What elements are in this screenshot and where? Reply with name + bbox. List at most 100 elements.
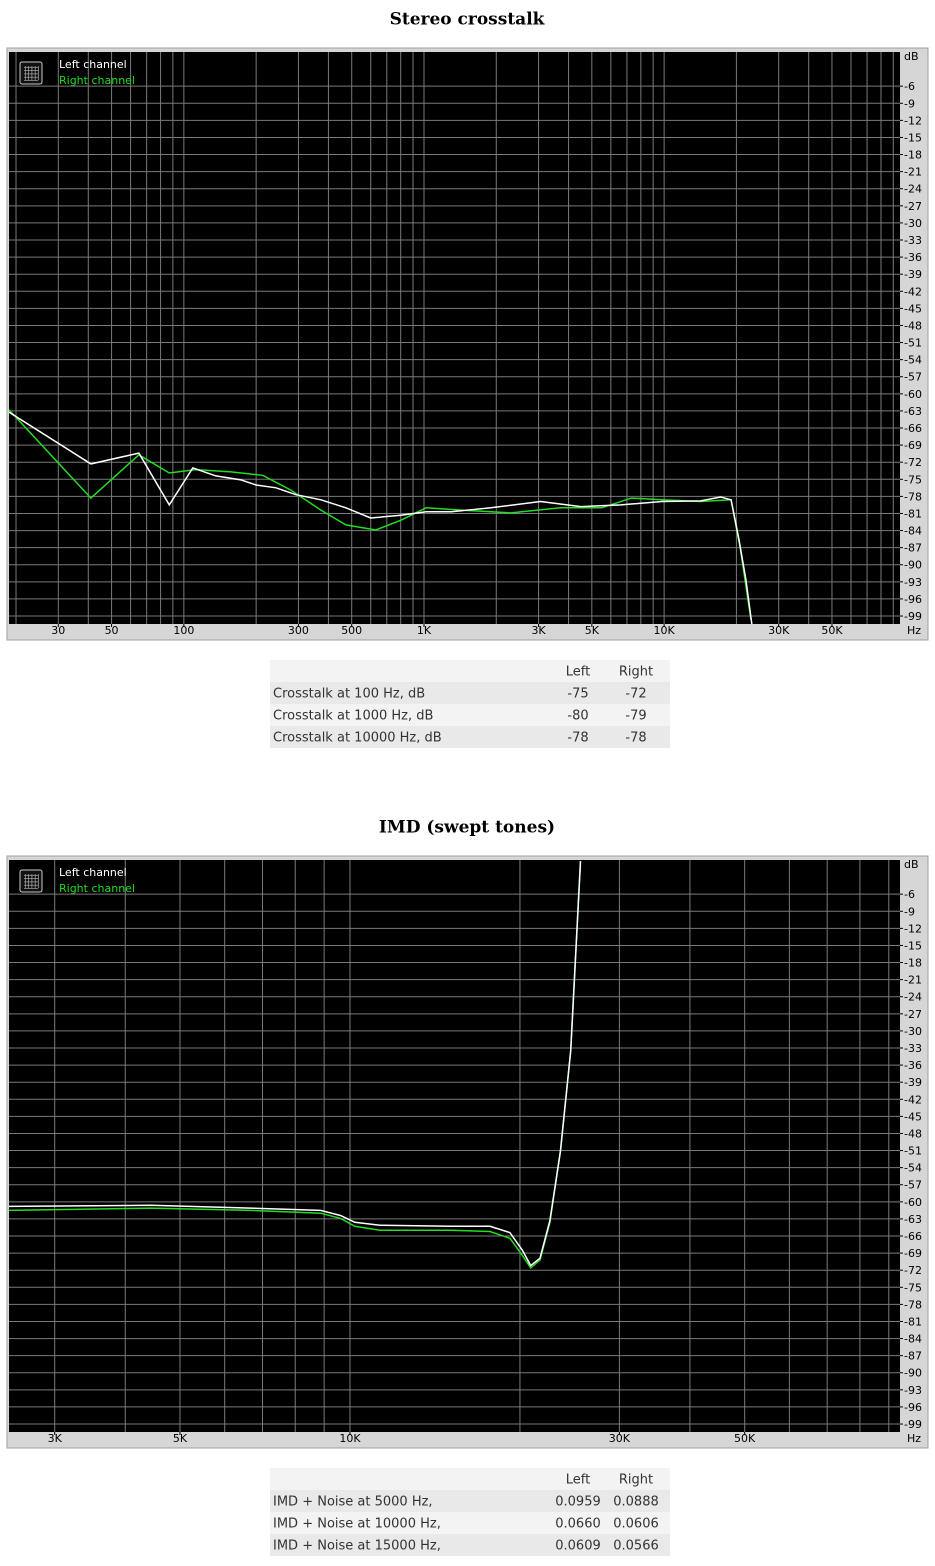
y-tick-label: -84 (904, 525, 922, 538)
y-tick-label: -63 (904, 1213, 922, 1226)
legend-entry: Right channel (59, 882, 135, 895)
y-tick-label: -30 (904, 217, 922, 230)
cell-value: -80 (567, 709, 588, 724)
column-header: Right (619, 1473, 653, 1488)
y-tick-label: -51 (904, 1145, 922, 1158)
y-tick-label: -21 (904, 166, 922, 179)
x-unit: Hz (907, 624, 921, 637)
table-row (270, 682, 670, 704)
cell-value: 0.0566 (613, 1539, 659, 1554)
y-tick-label: -18 (904, 149, 922, 162)
y-tick-label: -66 (904, 422, 922, 435)
chart-title: IMD (swept tones) (379, 818, 555, 838)
y-tick-label: -6 (904, 888, 915, 901)
x-tick-label: 100 (173, 624, 194, 637)
x-tick-label: 5K (585, 624, 600, 637)
series-line (9, 411, 753, 624)
y-tick-label: -63 (904, 405, 922, 418)
y-tick-label: -48 (904, 1127, 922, 1140)
y-tick-label: -12 (904, 922, 922, 935)
row-label: IMD + Noise at 10000 Hz, (273, 1517, 441, 1532)
y-tick-label: -60 (904, 1196, 922, 1209)
x-tick-label: 1K (417, 624, 432, 637)
y-tick-label: -84 (904, 1333, 922, 1346)
x-unit: Hz (907, 1432, 921, 1445)
row-label: IMD + Noise at 5000 Hz, (273, 1495, 433, 1510)
y-tick-label: -72 (904, 456, 922, 469)
series-group (9, 861, 582, 1270)
y-tick-label: -51 (904, 337, 922, 350)
x-tick-label: 30K (768, 624, 790, 637)
row-label: Crosstalk at 1000 Hz, dB (273, 709, 433, 724)
y-tick-label: -99 (904, 610, 922, 623)
table-header (270, 1468, 670, 1490)
y-tick-label: -36 (904, 1059, 922, 1072)
cell-value: 0.0959 (555, 1495, 601, 1510)
y-tick-label: -54 (904, 1162, 922, 1175)
y-tick-label: -81 (904, 1315, 922, 1328)
y-tick-label: -33 (904, 234, 922, 247)
y-tick-label: -60 (904, 388, 922, 401)
table-row (270, 704, 670, 726)
y-tick-label: -15 (904, 939, 922, 952)
column-header: Left (566, 1473, 590, 1488)
row-label: Crosstalk at 10000 Hz, dB (273, 731, 442, 746)
y-unit: dB (904, 858, 919, 871)
cell-value: -78 (625, 731, 646, 746)
y-tick-label: -24 (904, 991, 922, 1004)
row-label: IMD + Noise at 15000 Hz, (273, 1539, 441, 1554)
y-tick-label: -36 (904, 251, 922, 264)
row-label: Crosstalk at 100 Hz, dB (273, 687, 425, 702)
y-tick-label: -78 (904, 1298, 922, 1311)
cell-value: -79 (625, 709, 646, 724)
y-tick-label: -66 (904, 1230, 922, 1243)
legend-entry: Right channel (59, 74, 135, 87)
plot-area (9, 860, 900, 1432)
column-header: Left (566, 665, 590, 680)
column-header: Right (619, 665, 653, 680)
cell-value: 0.0606 (613, 1517, 659, 1532)
y-tick-label: -27 (904, 200, 922, 213)
plot-area (9, 52, 900, 624)
table-row (270, 1512, 670, 1534)
y-tick-label: -69 (904, 439, 922, 452)
y-tick-label: -90 (904, 1367, 922, 1380)
y-tick-label: -30 (904, 1025, 922, 1038)
y-tick-label: -69 (904, 1247, 922, 1260)
series-line (9, 409, 752, 621)
y-tick-label: -96 (904, 593, 922, 606)
legend-entry: Left channel (59, 866, 127, 879)
table-row (270, 1534, 670, 1556)
cell-value: -75 (567, 687, 588, 702)
y-tick-label: -6 (904, 80, 915, 93)
y-tick-label: -93 (904, 576, 922, 589)
y-tick-label: -99 (904, 1418, 922, 1431)
series-line (9, 861, 582, 1267)
y-tick-label: -45 (904, 1110, 922, 1123)
legend-entry: Left channel (59, 58, 127, 71)
y-tick-label: -87 (904, 1350, 922, 1363)
x-tick-label: 30K (609, 1432, 631, 1445)
y-tick-label: -21 (904, 974, 922, 987)
table-header (270, 660, 670, 682)
x-tick-label: 30 (51, 624, 65, 637)
y-tick-label: -27 (904, 1008, 922, 1021)
y-tick-label: -45 (904, 302, 922, 315)
y-tick-label: -57 (904, 1179, 922, 1192)
cell-value: 0.0660 (555, 1517, 601, 1532)
cell-value: -72 (625, 687, 646, 702)
x-tick-label: 50K (734, 1432, 756, 1445)
y-tick-label: -96 (904, 1401, 922, 1414)
x-tick-label: 50K (821, 624, 843, 637)
y-tick-label: -78 (904, 490, 922, 503)
x-tick-label: 10K (339, 1432, 361, 1445)
cell-value: 0.0888 (613, 1495, 659, 1510)
y-tick-label: -54 (904, 354, 922, 367)
y-tick-label: -33 (904, 1042, 922, 1055)
table-row (270, 726, 670, 748)
y-tick-label: -72 (904, 1264, 922, 1277)
y-tick-label: -93 (904, 1384, 922, 1397)
y-tick-label: -39 (904, 1076, 922, 1089)
x-tick-label: 50 (105, 624, 119, 637)
table-row (270, 1490, 670, 1512)
